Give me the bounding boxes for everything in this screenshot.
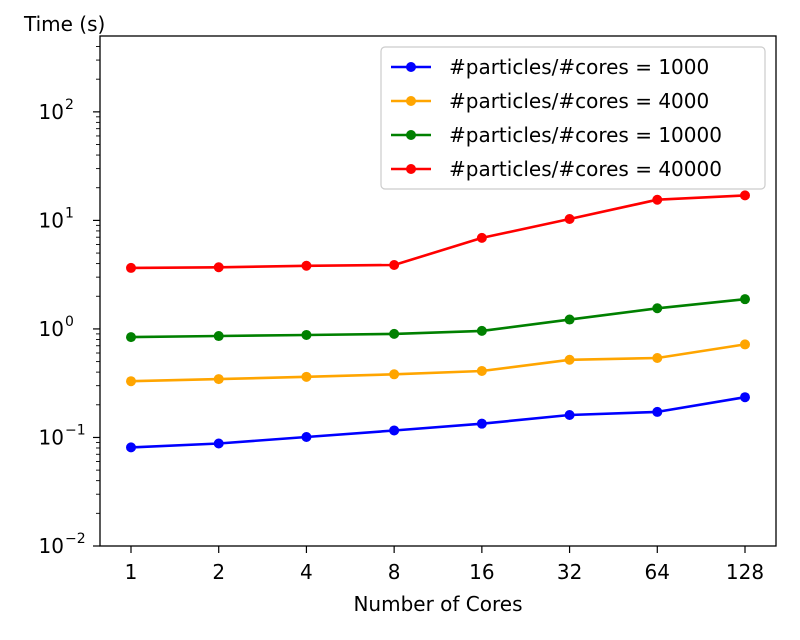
data-point [740,190,750,201]
data-point [389,369,400,380]
legend-label: #particles/#cores = 1000 [449,55,709,79]
y-tick-label: 10 [39,534,64,558]
data-point [126,376,136,387]
data-point [476,232,487,243]
x-tick-label: 8 [388,560,401,584]
y-tick-exponent: 1 [65,205,74,221]
x-tick-label: 1 [125,560,138,584]
data-point [213,331,224,342]
data-point [740,294,750,305]
data-point [652,303,663,314]
y-tick-label: 10 [39,317,64,341]
data-point [740,339,750,350]
legend-swatch-marker [406,164,416,174]
data-point [301,371,312,382]
legend-swatch-marker [406,62,416,72]
data-point [389,328,400,339]
data-point [564,354,575,365]
data-point [652,406,663,417]
y-tick-exponent: 0 [65,314,74,330]
data-point [213,262,224,273]
legend-swatch-marker [406,130,416,140]
x-tick-label: 64 [645,560,670,584]
series-line-1 [130,395,746,449]
data-point [213,438,224,449]
data-point [126,262,136,273]
data-point [301,260,312,271]
legend: #particles/#cores = 1000 #particles/#core… [380,46,766,190]
data-point [652,194,663,205]
data-point [126,332,136,343]
data-point [740,392,750,403]
y-tick-exponent: −1 [65,422,86,438]
y-tick-exponent: 2 [65,97,74,113]
y-tick-label: 10 [39,425,64,449]
x-tick-label: 128 [726,560,764,584]
data-point [213,374,224,385]
x-tick-label: 2 [212,560,225,584]
data-point [564,314,575,325]
x-tick-label: 32 [557,560,582,584]
x-tick-label: 16 [469,560,494,584]
series-line-2 [130,343,746,383]
plot-area [126,190,750,453]
y-tick-exponent: −2 [65,531,86,547]
data-point [476,365,487,376]
data-point [476,325,487,336]
data-point [652,352,663,363]
x-tick-label: 4 [300,560,313,584]
x-axis-label: Number of Cores [353,592,522,616]
y-tick-label: 10 [39,208,64,232]
series-line-3 [130,297,746,339]
y-tick-label: 10 [39,100,64,124]
data-point [301,329,312,340]
data-point [564,410,575,421]
x-axis: 1 2 4 8 16 32 64 128 [125,546,764,584]
legend-label: #particles/#cores = 40000 [449,157,722,181]
series-line-4 [130,194,746,270]
data-point [389,260,400,271]
legend-box [380,46,766,190]
legend-label: #particles/#cores = 4000 [449,89,709,113]
legend-swatch-marker [406,96,416,106]
plot-frame [99,35,777,547]
data-point [301,431,312,442]
data-point [126,442,136,453]
legend-label: #particles/#cores = 10000 [449,123,722,147]
data-point [476,418,487,429]
data-point [564,214,575,225]
data-point [389,425,400,436]
y-axis-label: Time (s) [23,12,105,36]
